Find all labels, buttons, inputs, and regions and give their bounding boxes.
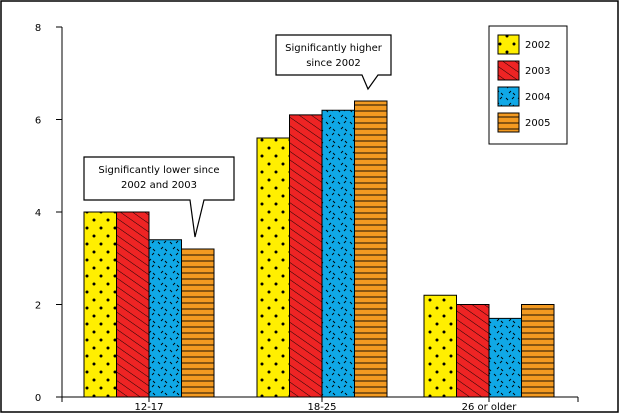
legend-swatch-2005 bbox=[498, 113, 519, 132]
x-tick-label: 12-17 bbox=[134, 402, 163, 413]
legend-swatch-2004 bbox=[498, 87, 519, 106]
y-tick-label: 0 bbox=[35, 393, 41, 404]
y-tick-label: 8 bbox=[35, 23, 41, 34]
y-tick-label: 2 bbox=[35, 301, 41, 312]
bar-18-25-2004 bbox=[322, 110, 355, 397]
bar-18-25-2002 bbox=[257, 138, 290, 397]
bar-12-17-2005 bbox=[182, 249, 215, 397]
y-tick-label: 6 bbox=[35, 116, 41, 127]
bar-12-17-2003 bbox=[117, 212, 150, 397]
legend-swatch-2003 bbox=[498, 61, 519, 80]
legend-label: 2004 bbox=[525, 92, 550, 103]
legend-label: 2005 bbox=[525, 118, 550, 129]
annotation-text: Significantly higher bbox=[285, 43, 383, 54]
bar-26 or older-2005 bbox=[522, 305, 555, 398]
x-tick-label: 18-25 bbox=[307, 402, 336, 413]
bar-18-25-2005 bbox=[355, 101, 388, 397]
legend-label: 2003 bbox=[525, 66, 550, 77]
y-tick-label: 4 bbox=[35, 208, 41, 219]
bar-26 or older-2004 bbox=[489, 318, 522, 397]
legend-label: 2002 bbox=[525, 40, 550, 51]
bar-12-17-2004 bbox=[149, 240, 182, 397]
bar-12-17-2002 bbox=[84, 212, 117, 397]
legend-swatch-2002 bbox=[498, 35, 519, 54]
annotation-text: 2002 and 2003 bbox=[121, 180, 197, 191]
x-tick-label: 26 or older bbox=[462, 402, 518, 413]
annotation-text: since 2002 bbox=[306, 58, 361, 69]
annotation-text: Significantly lower since bbox=[98, 165, 219, 176]
bar-26 or older-2002 bbox=[424, 295, 457, 397]
bar-26 or older-2003 bbox=[457, 305, 490, 398]
bar-18-25-2003 bbox=[290, 115, 323, 397]
